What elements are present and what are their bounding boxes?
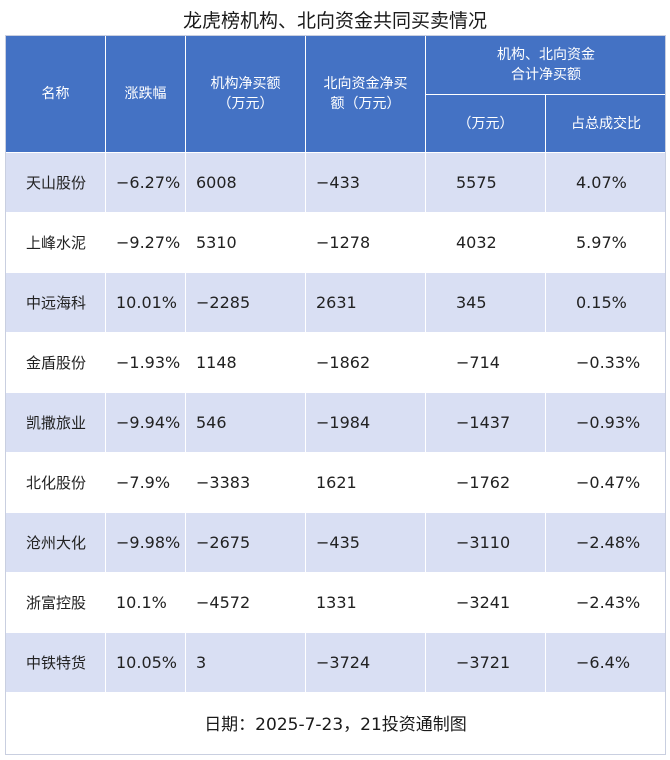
col-header-combined: 机构、北向资金 合计净买额: [425, 35, 667, 95]
page-title: 龙虎榜机构、北向资金共同买卖情况: [182, 10, 487, 32]
cell-inst: 5310: [185, 212, 306, 273]
col-header-combined-line2: 合计净买额: [511, 67, 581, 83]
cell-ratio: −6.4%: [545, 632, 667, 693]
cell-ratio: −0.47%: [545, 452, 667, 513]
cell-total: 345: [425, 272, 546, 333]
cell-north: 1331: [305, 572, 426, 633]
cell-change: −9.27%: [105, 212, 186, 273]
cell-ratio: 4.07%: [545, 152, 667, 213]
table-row: 浙富控股 10.1% −4572 1331 −3241 −2.43%: [5, 572, 667, 633]
table-header: 名称 涨跌幅 机构净买额 （万元） 北向资金净买 额（万元） 机构、北向资金 合…: [5, 35, 667, 153]
cell-total: −3110: [425, 512, 546, 573]
cell-north: −1984: [305, 392, 426, 453]
cell-north: −433: [305, 152, 426, 213]
cell-inst: 3: [185, 632, 306, 693]
cell-north: −1862: [305, 332, 426, 393]
cell-total: −3721: [425, 632, 546, 693]
cell-change: −7.9%: [105, 452, 186, 513]
col-header-north-line2: 额（万元）: [330, 96, 401, 112]
table-row: 中远海科 10.01% −2285 2631 345 0.15%: [5, 272, 667, 333]
col-header-inst-line1: 机构净买额: [210, 76, 281, 92]
cell-total: 5575: [425, 152, 546, 213]
cell-change: −9.98%: [105, 512, 186, 573]
table-body: 天山股份 −6.27% 6008 −433 5575 4.07% 上峰水泥 −9…: [5, 152, 667, 693]
cell-name: 沧州大化: [5, 512, 106, 573]
data-table: 名称 涨跌幅 机构净买额 （万元） 北向资金净买 额（万元） 机构、北向资金 合…: [5, 35, 667, 693]
cell-north: −435: [305, 512, 426, 573]
table-row: 天山股份 −6.27% 6008 −433 5575 4.07%: [5, 152, 667, 213]
cell-ratio: 0.15%: [545, 272, 667, 333]
cell-change: −9.94%: [105, 392, 186, 453]
table-row: 沧州大化 −9.98% −2675 −435 −3110 −2.48%: [5, 512, 667, 573]
cell-ratio: −0.33%: [545, 332, 667, 393]
cell-total: −1437: [425, 392, 546, 453]
cell-name: 金盾股份: [5, 332, 106, 393]
col-header-combined-ratio: 占总成交比: [545, 94, 667, 153]
cell-inst: 1148: [185, 332, 306, 393]
cell-change: −1.93%: [105, 332, 186, 393]
cell-inst: −4572: [185, 572, 306, 633]
table-row: 北化股份 −7.9% −3383 1621 −1762 −0.47%: [5, 452, 667, 513]
cell-ratio: 5.97%: [545, 212, 667, 273]
cell-inst: −2285: [185, 272, 306, 333]
cell-ratio: −2.43%: [545, 572, 667, 633]
cell-change: 10.1%: [105, 572, 186, 633]
table-row: 上峰水泥 −9.27% 5310 −1278 4032 5.97%: [5, 212, 667, 273]
col-header-combined-line1: 机构、北向资金: [497, 47, 595, 63]
cell-north: 2631: [305, 272, 426, 333]
cell-total: 4032: [425, 212, 546, 273]
cell-ratio: −2.48%: [545, 512, 667, 573]
cell-inst: −3383: [185, 452, 306, 513]
cell-inst: 546: [185, 392, 306, 453]
cell-total: −3241: [425, 572, 546, 633]
cell-name: 凯撒旅业: [5, 392, 106, 453]
table-row: 金盾股份 −1.93% 1148 −1862 −714 −0.33%: [5, 332, 667, 393]
cell-north: −3724: [305, 632, 426, 693]
table-row: 中铁特货 10.05% 3 −3724 −3721 −6.4%: [5, 632, 667, 693]
cell-total: −714: [425, 332, 546, 393]
col-header-name: 名称: [5, 35, 106, 153]
col-header-north: 北向资金净买 额（万元）: [305, 35, 426, 153]
cell-north: 1621: [305, 452, 426, 513]
cell-change: −6.27%: [105, 152, 186, 213]
cell-name: 浙富控股: [5, 572, 106, 633]
cell-name: 中远海科: [5, 272, 106, 333]
cell-inst: 6008: [185, 152, 306, 213]
col-header-combined-amount: （万元）: [425, 94, 546, 153]
cell-change: 10.05%: [105, 632, 186, 693]
col-header-change: 涨跌幅: [105, 35, 186, 153]
cell-name: 上峰水泥: [5, 212, 106, 273]
table-row: 凯撒旅业 −9.94% 546 −1984 −1437 −0.93%: [5, 392, 667, 453]
cell-total: −1762: [425, 452, 546, 513]
cell-change: 10.01%: [105, 272, 186, 333]
col-header-inst-line2: （万元）: [217, 96, 274, 112]
cell-ratio: −0.93%: [545, 392, 667, 453]
cell-name: 中铁特货: [5, 632, 106, 693]
col-header-inst: 机构净买额 （万元）: [185, 35, 306, 153]
cell-name: 天山股份: [5, 152, 106, 213]
footer-caption: 日期：2025-7-23，21投资通制图: [204, 715, 467, 735]
col-header-north-line1: 北向资金净买: [323, 76, 408, 92]
cell-north: −1278: [305, 212, 426, 273]
cell-name: 北化股份: [5, 452, 106, 513]
cell-inst: −2675: [185, 512, 306, 573]
